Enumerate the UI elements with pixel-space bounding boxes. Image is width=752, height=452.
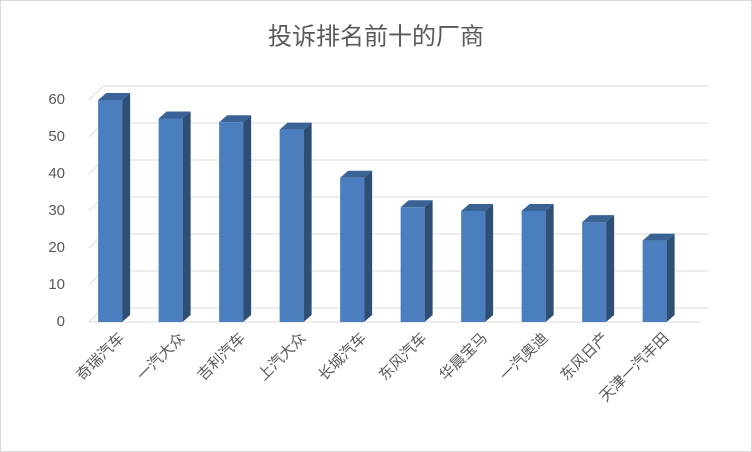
bar-side xyxy=(243,115,252,322)
bar-front xyxy=(461,211,486,322)
bar-top xyxy=(582,215,615,223)
bar-top xyxy=(158,111,191,119)
bar-front xyxy=(642,240,667,322)
bar-side xyxy=(122,93,131,322)
bar xyxy=(340,170,373,322)
bar-top xyxy=(340,170,373,178)
y-tick-label: 40 xyxy=(48,165,65,182)
bar-front xyxy=(340,177,365,322)
bar-side xyxy=(303,122,312,322)
y-tick-label: 30 xyxy=(48,202,65,219)
y-tick-label: 60 xyxy=(48,91,65,108)
y-tick-label: 20 xyxy=(48,239,65,256)
bar-top xyxy=(279,122,312,130)
bar xyxy=(158,111,191,322)
bar xyxy=(400,200,433,322)
bar-top xyxy=(521,204,554,211)
bar-front xyxy=(219,122,244,322)
bar-top xyxy=(98,93,131,100)
chart-title: 投诉排名前十的厂商 xyxy=(268,23,484,50)
bar-top xyxy=(219,115,252,123)
bar xyxy=(219,115,252,322)
bar-front xyxy=(98,100,123,322)
bar-front xyxy=(158,118,183,322)
bar-top xyxy=(642,233,675,241)
y-tick-label: 10 xyxy=(48,276,65,293)
bar xyxy=(521,204,554,322)
bar xyxy=(279,122,312,322)
grid-line xyxy=(88,85,708,101)
bar xyxy=(582,215,615,322)
bar-front xyxy=(279,129,304,322)
bar-front xyxy=(582,222,607,322)
bar-top xyxy=(461,204,494,211)
bar xyxy=(642,233,675,322)
bar xyxy=(461,204,494,322)
bar xyxy=(98,93,131,322)
bar-side xyxy=(606,215,615,322)
bar-front xyxy=(521,211,546,322)
bar-front xyxy=(400,207,425,322)
bar-top xyxy=(400,200,433,208)
y-tick-label: 50 xyxy=(48,128,65,145)
bar-side xyxy=(182,111,191,322)
bar-side xyxy=(424,200,433,322)
y-tick-label: 0 xyxy=(57,313,65,330)
bar-side xyxy=(545,204,554,322)
bar-side xyxy=(364,170,373,322)
bar-side xyxy=(666,233,675,322)
bar-side xyxy=(485,204,494,322)
